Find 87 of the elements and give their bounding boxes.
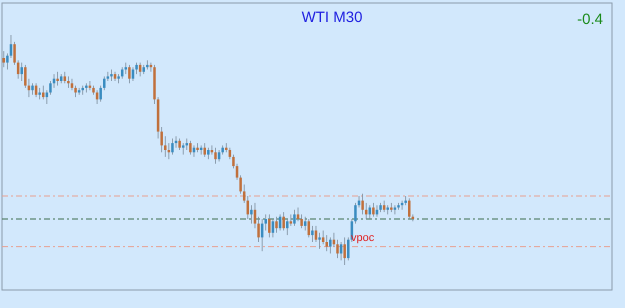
candlestick [60, 74, 62, 84]
candlestick [56, 71, 59, 86]
candlestick [160, 126, 163, 153]
candlestick [200, 145, 202, 155]
candlestick [322, 230, 324, 245]
candlestick [88, 80, 92, 91]
candlestick [242, 184, 246, 204]
candlestick [358, 196, 360, 208]
candlestick [196, 142, 199, 153]
candlestick [308, 218, 310, 238]
candlestick [293, 209, 296, 226]
candlestick [64, 71, 66, 84]
candlestick [394, 204, 396, 215]
candlestick [221, 145, 224, 155]
candlestick [404, 196, 407, 206]
candlestick [31, 82, 34, 96]
candlestick [246, 196, 250, 220]
candlestick [347, 237, 350, 261]
candlestick [203, 142, 206, 158]
candlestick [272, 218, 274, 238]
candlestick [343, 237, 346, 266]
candlestick [186, 138, 188, 150]
candlestick [70, 78, 74, 91]
text: -0.4 [577, 11, 603, 28]
candlestick [192, 145, 196, 158]
candlestick [304, 216, 306, 231]
candlestick [20, 62, 23, 82]
candlestick [110, 69, 113, 82]
candlestick [120, 66, 124, 80]
candlestick [164, 136, 167, 158]
candlestick [128, 64, 131, 84]
candlestick [24, 64, 27, 88]
candlestick [311, 226, 314, 242]
candlestick [168, 142, 170, 160]
candlestick [218, 150, 220, 162]
candlestick [275, 216, 278, 234]
candlestick [340, 242, 342, 261]
candlestick [214, 147, 217, 164]
candlestick [300, 214, 303, 229]
candlestick [38, 88, 41, 100]
candlestick [42, 85, 45, 100]
candlestick [114, 71, 116, 82]
candlestick [189, 140, 192, 155]
candlestick [325, 234, 328, 252]
candlestick [278, 214, 282, 231]
candlestick [390, 202, 393, 212]
candlestick [210, 145, 214, 155]
candlestick [138, 62, 142, 77]
candlestick [368, 204, 372, 220]
candlestick [85, 82, 88, 93]
candlestick [286, 218, 289, 236]
candlestick [268, 214, 271, 238]
candlestick [376, 204, 378, 218]
candlestick [124, 62, 128, 74]
candlestick [2, 50, 6, 68]
candlestick [96, 90, 98, 104]
candlestick [207, 147, 210, 160]
candlestick [254, 202, 256, 229]
candlestick [282, 212, 285, 231]
candlestick [178, 138, 181, 150]
candlestick [250, 204, 253, 224]
candlestick [379, 202, 382, 212]
candlestick [329, 237, 332, 254]
candlestick [103, 76, 106, 91]
candlestick [382, 200, 386, 212]
candlestick [372, 202, 375, 218]
candlestick [132, 66, 134, 82]
candlestick [361, 193, 364, 215]
candlestick [74, 85, 77, 98]
candlestick [314, 226, 318, 242]
candlestick [171, 138, 174, 155]
candlestick [52, 74, 56, 88]
candlestick [135, 62, 138, 74]
candlestick [225, 142, 228, 153]
candlestick [34, 82, 38, 98]
chart-title: WTI M30 [302, 9, 362, 26]
candlestick [364, 202, 368, 220]
candlestick [386, 204, 389, 215]
candlestick [260, 218, 264, 252]
candlestick [257, 216, 260, 242]
candlestick [264, 214, 267, 231]
candlestick [67, 76, 70, 88]
candlestick [408, 198, 411, 220]
candlestick [99, 85, 102, 102]
candlestick [28, 78, 30, 98]
annotation: vpoc [351, 232, 375, 244]
candlestick [142, 64, 145, 74]
